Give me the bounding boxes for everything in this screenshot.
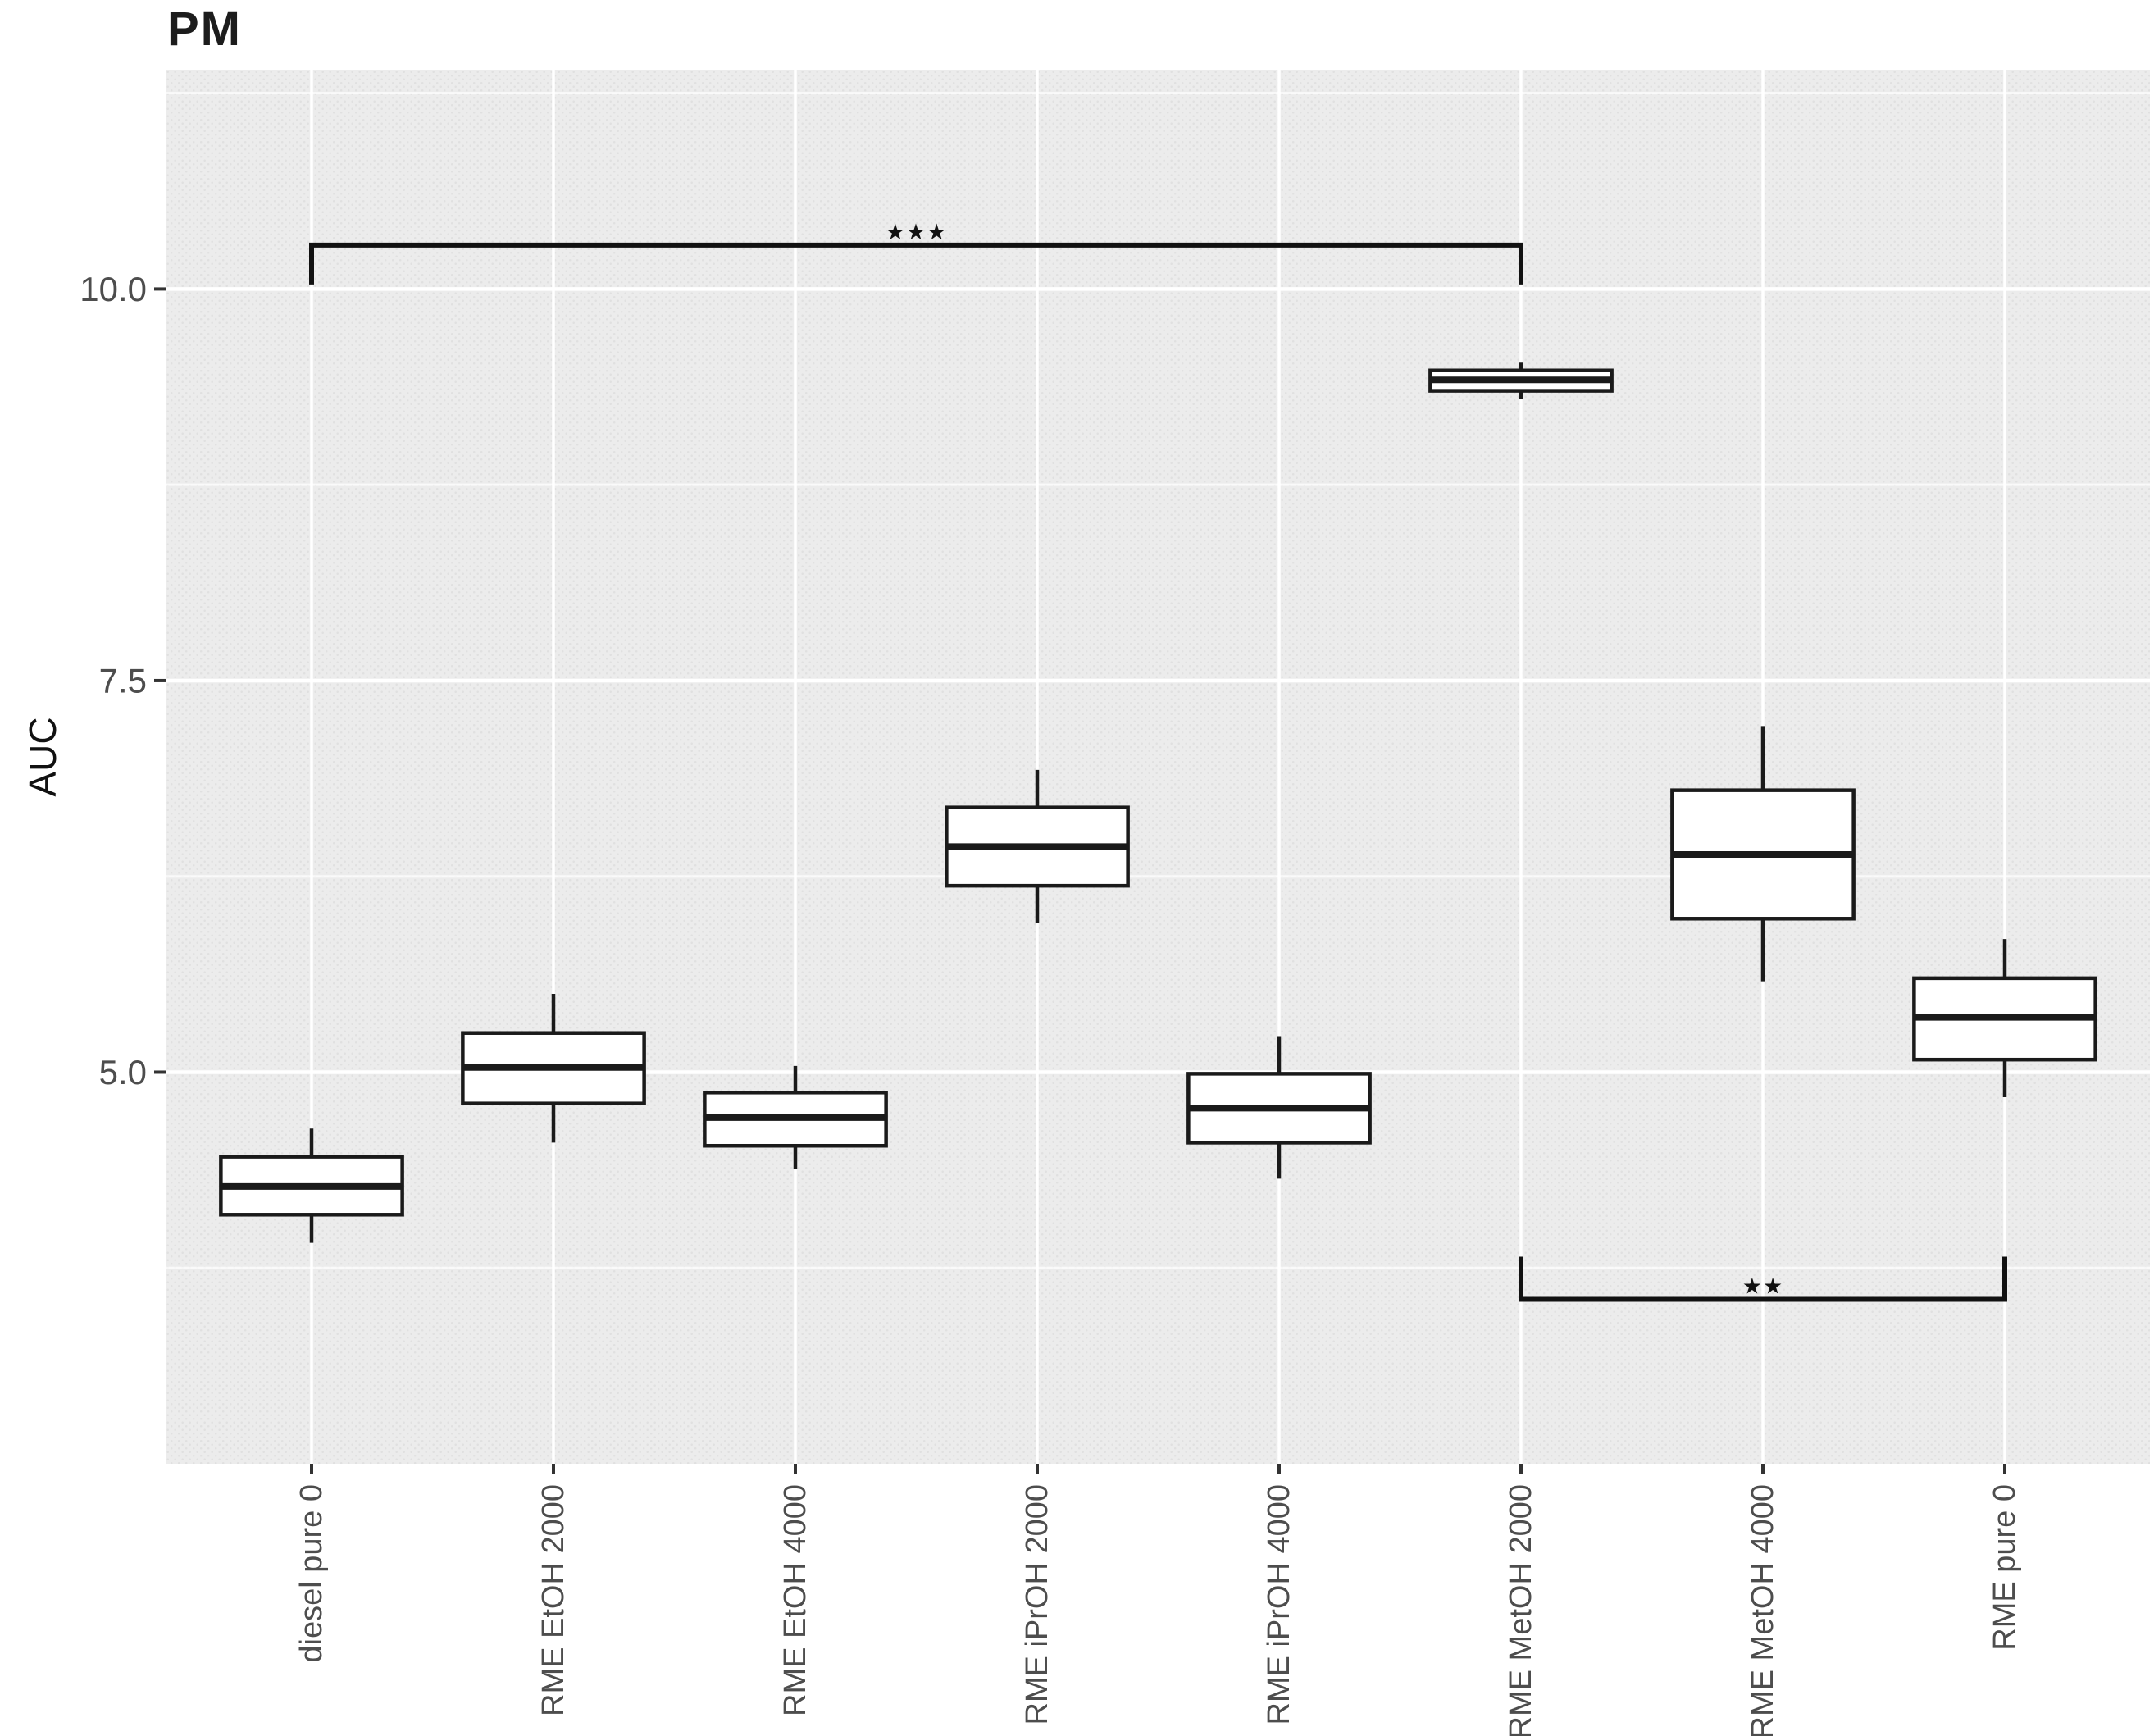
x-tick-label-rme-pure-0: RME pure 0: [1988, 1484, 2022, 1651]
significance-bracket-rme-metoh-2000-rme-pure-0: ★★: [1519, 1256, 2007, 1302]
boxplot-rme-metoh-2000: [1428, 362, 1614, 399]
panel-background: [166, 70, 2150, 1464]
x-tick-label-rme-metoh-2000: RME MetOH 2000: [1504, 1484, 1538, 1736]
boxplot-diesel-pure-0: [219, 1128, 404, 1243]
significance-stars: ★★: [1742, 1274, 1783, 1298]
boxplot-rme-etoh-2000: [461, 993, 646, 1143]
boxplot-rme-etoh-4000: [703, 1065, 888, 1169]
chart-title: PM: [167, 2, 242, 56]
bracket-line: [1519, 1256, 2007, 1302]
boxplot-rme-pure-0: [1912, 939, 2097, 1098]
x-tick-label-rme-etoh-2000: RME EtOH 2000: [536, 1484, 571, 1716]
x-tick-label-rme-etoh-4000: RME EtOH 4000: [778, 1484, 813, 1716]
boxplot-rme-iproh-2000: [945, 769, 1130, 924]
bracket-line: [309, 242, 1523, 285]
x-tick-label-rme-iproh-4000: RME iPrOH 4000: [1262, 1484, 1296, 1725]
x-tick-label-rme-iproh-2000: RME iPrOH 2000: [1020, 1484, 1054, 1725]
boxplot-rme-metoh-4000: [1670, 726, 1856, 982]
significance-bracket-diesel-pure-0-rme-metoh-2000: ★★★: [309, 220, 1523, 285]
y-tick-label: 7.5: [99, 661, 147, 699]
significance-stars: ★★★: [886, 220, 948, 244]
x-tick-label-rme-metoh-4000: RME MetOH 4000: [1746, 1484, 1780, 1736]
y-tick-label: 10.0: [80, 270, 147, 308]
x-tick-label-diesel-pure-0: diesel pure 0: [294, 1484, 329, 1663]
boxplot-rme-iproh-4000: [1186, 1036, 1372, 1179]
y-tick-label: 5.0: [99, 1053, 147, 1091]
